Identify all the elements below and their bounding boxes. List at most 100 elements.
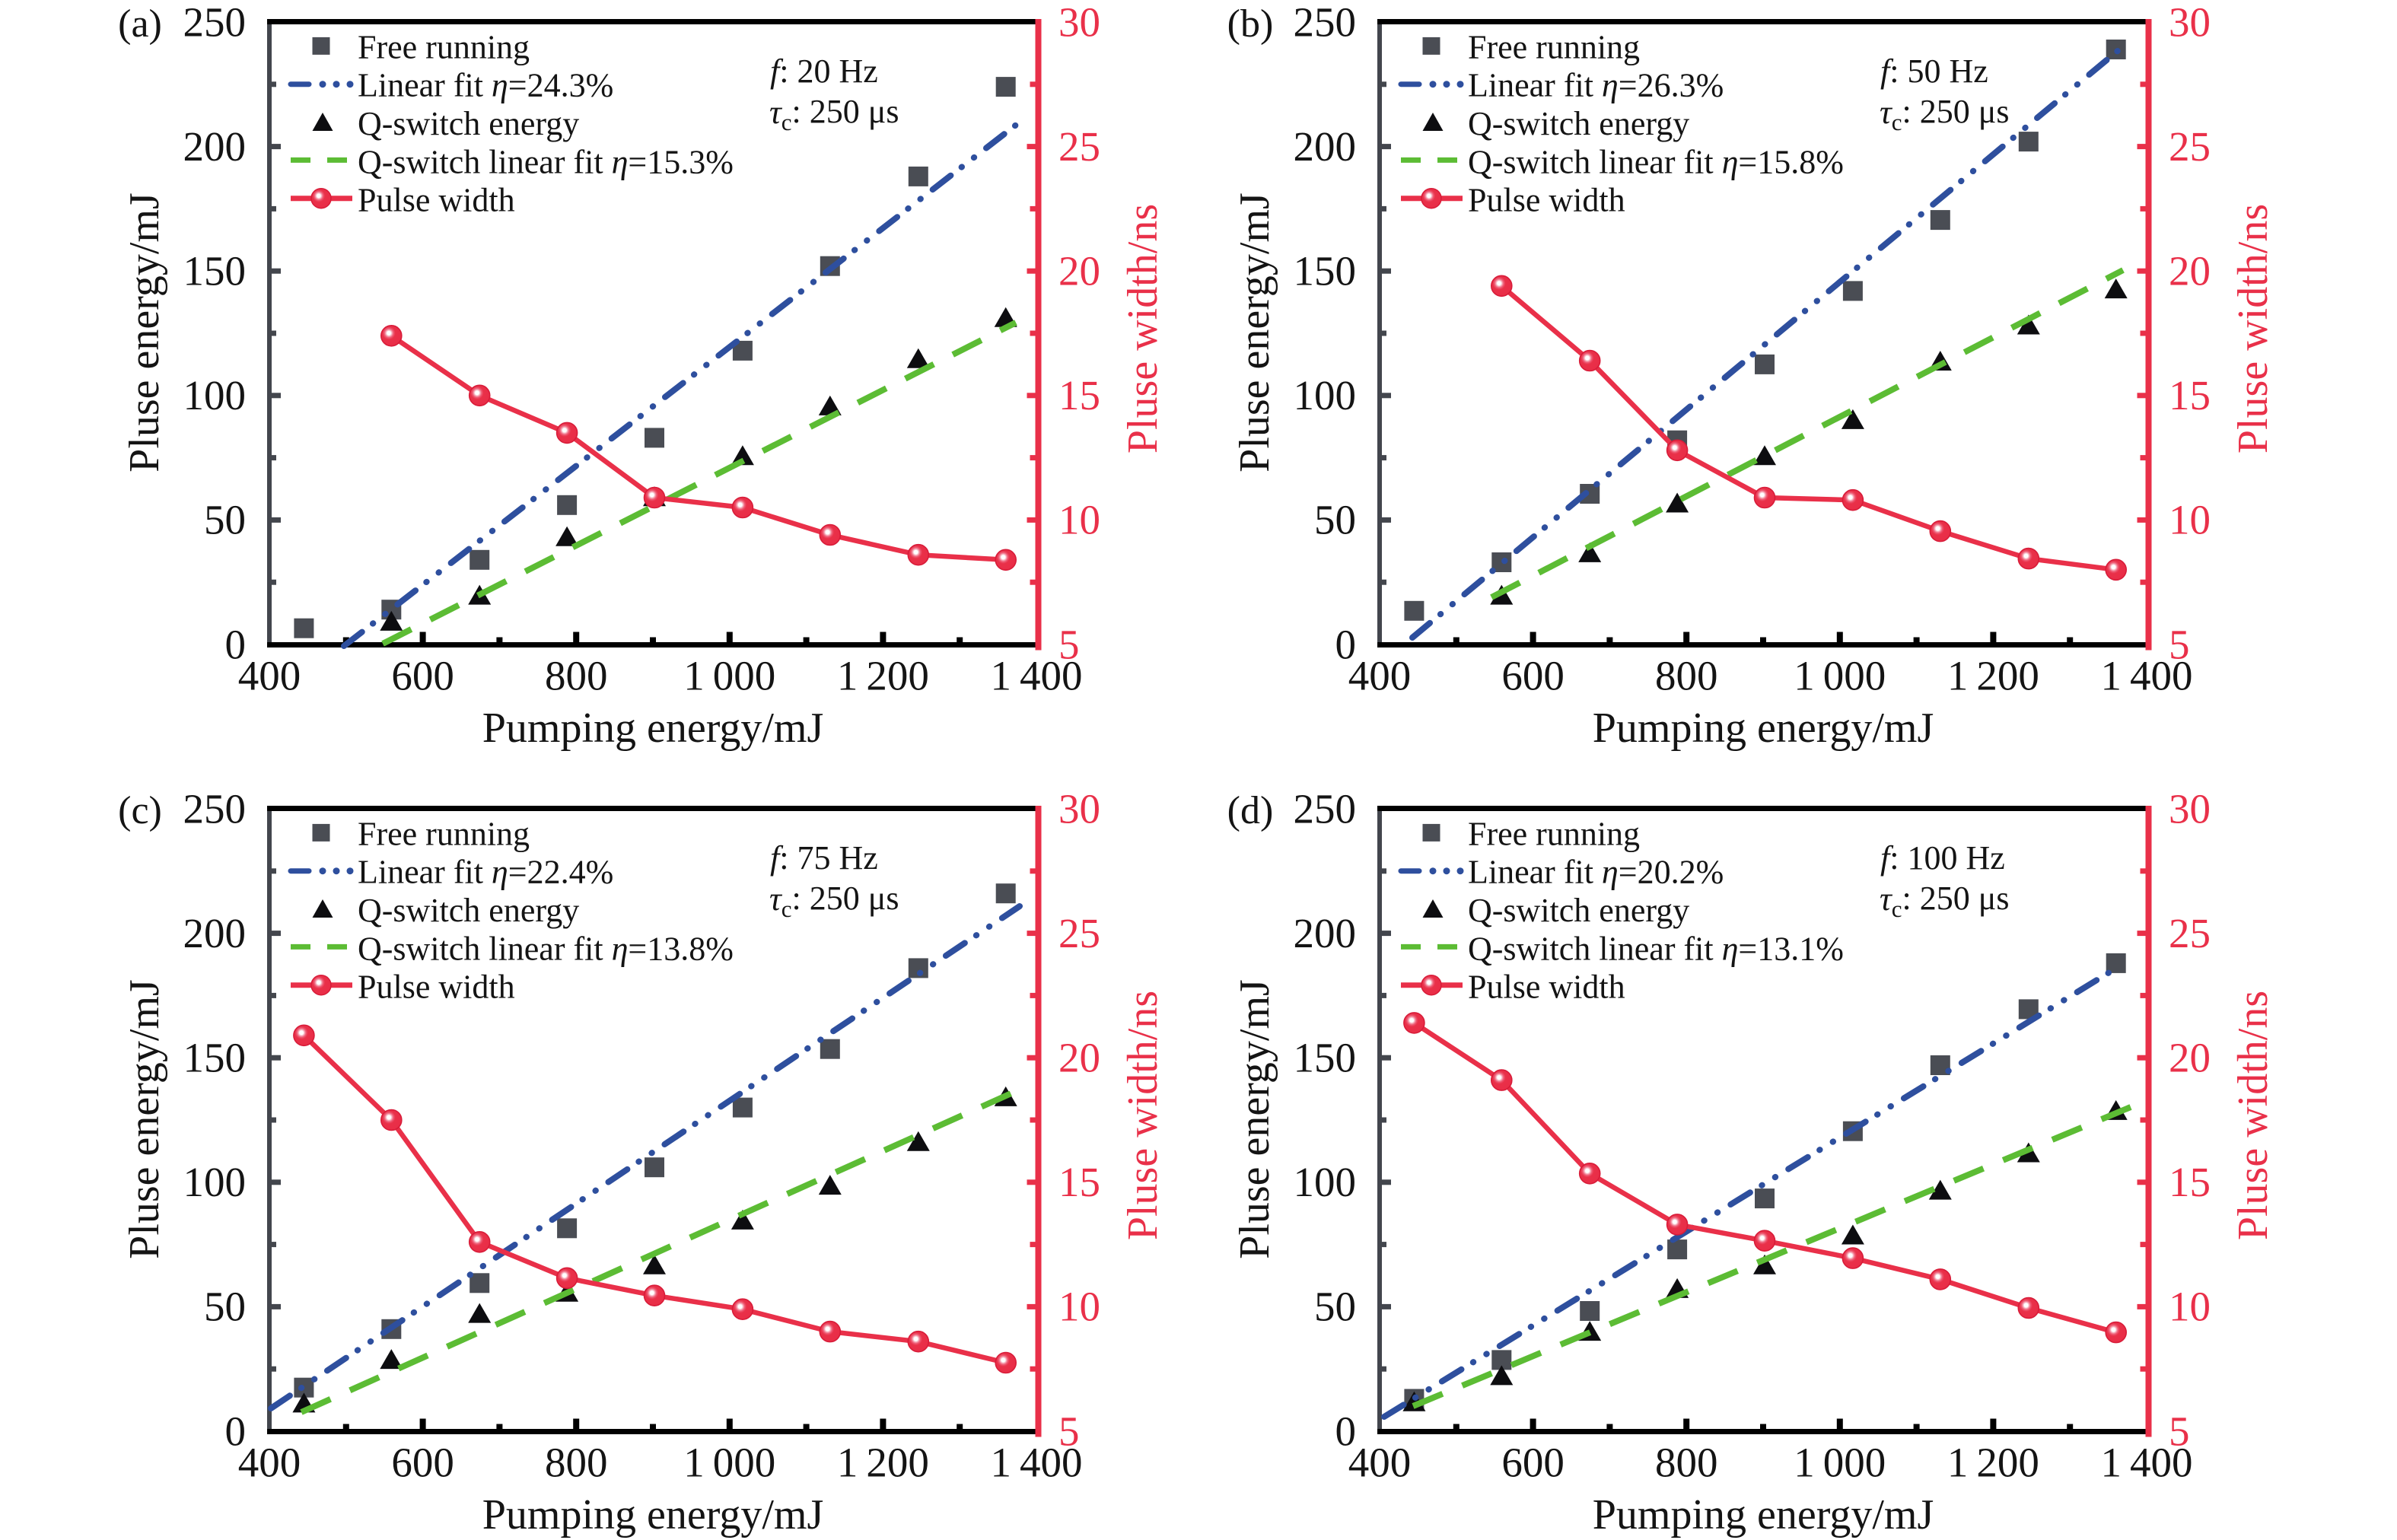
svg-text:Pulse width: Pulse width: [358, 182, 515, 219]
svg-text:τc: 250 μs: τc: 250 μs: [1880, 880, 2009, 922]
svg-text:15: 15: [2169, 1159, 2211, 1205]
svg-text:Pumping energy/mJ: Pumping energy/mJ: [482, 1491, 824, 1538]
svg-text:Pulse width: Pulse width: [358, 969, 515, 1006]
svg-text:Q-switch linear fit η=15.3%: Q-switch linear fit η=15.3%: [358, 143, 734, 180]
svg-text:400: 400: [238, 653, 301, 699]
svg-text:15: 15: [1058, 372, 1100, 418]
svg-text:Free running: Free running: [1468, 815, 1640, 852]
svg-text:Pluse width/ns: Pluse width/ns: [2230, 204, 2277, 453]
svg-text:20: 20: [2169, 248, 2211, 294]
svg-text:Pulse width: Pulse width: [1468, 182, 1625, 219]
svg-text:Pumping energy/mJ: Pumping energy/mJ: [482, 705, 824, 752]
svg-text:800: 800: [545, 1440, 608, 1486]
svg-text:1 000: 1 000: [1794, 653, 1886, 699]
svg-text:20: 20: [2169, 1035, 2211, 1081]
svg-text:5: 5: [1058, 621, 1080, 667]
svg-text:Q-switch energy: Q-switch energy: [1468, 105, 1689, 142]
svg-text:20: 20: [1058, 248, 1100, 294]
svg-text:30: 30: [2169, 0, 2211, 45]
svg-text:1 200: 1 200: [837, 1440, 929, 1486]
svg-text:Q-switch energy: Q-switch energy: [358, 892, 579, 929]
svg-text:1 400: 1 400: [990, 653, 1082, 699]
svg-text:50: 50: [1314, 497, 1356, 543]
svg-text:5: 5: [1058, 1408, 1080, 1454]
svg-text:1 000: 1 000: [1794, 1440, 1886, 1486]
svg-text:30: 30: [2169, 785, 2211, 832]
svg-text:10: 10: [2169, 497, 2211, 543]
svg-text:Pumping energy/mJ: Pumping energy/mJ: [1593, 705, 1934, 752]
svg-text:600: 600: [1501, 1440, 1565, 1486]
svg-text:10: 10: [1058, 497, 1100, 543]
svg-text:Q-switch linear fit η=15.8%: Q-switch linear fit η=15.8%: [1468, 143, 1844, 180]
svg-text:400: 400: [238, 1440, 301, 1486]
svg-text:250: 250: [183, 785, 247, 832]
svg-text:25: 25: [2169, 910, 2211, 956]
svg-text:Linear fit η=20.2%: Linear fit η=20.2%: [1468, 854, 1724, 891]
svg-text:25: 25: [1058, 123, 1100, 170]
svg-text:0: 0: [225, 621, 247, 667]
svg-text:50: 50: [204, 1284, 246, 1330]
svg-text:25: 25: [2169, 123, 2211, 170]
svg-text:10: 10: [1058, 1284, 1100, 1330]
svg-text:100: 100: [1294, 372, 1357, 418]
svg-text:1 200: 1 200: [837, 653, 929, 699]
svg-text:200: 200: [183, 123, 247, 170]
svg-text:800: 800: [1655, 653, 1718, 699]
svg-text:800: 800: [1655, 1440, 1718, 1486]
svg-text:Q-switch energy: Q-switch energy: [358, 105, 579, 142]
svg-text:5: 5: [2169, 1408, 2190, 1454]
svg-text:Q-switch energy: Q-switch energy: [1468, 892, 1689, 929]
svg-text:Pluse energy/mJ: Pluse energy/mJ: [1231, 192, 1278, 473]
svg-text:τc: 250 μs: τc: 250 μs: [769, 93, 899, 135]
svg-text:1 200: 1 200: [1947, 1440, 2039, 1486]
svg-text:1 200: 1 200: [1947, 653, 2039, 699]
svg-text:Pluse width/ns: Pluse width/ns: [1119, 991, 1167, 1240]
svg-text:Q-switch linear fit η=13.8%: Q-switch linear fit η=13.8%: [358, 930, 734, 967]
svg-text:Free running: Free running: [358, 815, 530, 852]
svg-text:Free running: Free running: [358, 28, 530, 65]
svg-text:τc: 250 μs: τc: 250 μs: [1880, 93, 2009, 135]
svg-text:100: 100: [183, 1159, 247, 1205]
svg-text:Pumping energy/mJ: Pumping energy/mJ: [1593, 1491, 1934, 1538]
svg-text:1 000: 1 000: [683, 1440, 775, 1486]
svg-text:(d): (d): [1227, 789, 1274, 832]
svg-text:Pluse width/ns: Pluse width/ns: [1119, 204, 1167, 453]
svg-text:0: 0: [225, 1408, 247, 1454]
svg-text:Pluse energy/mJ: Pluse energy/mJ: [121, 192, 168, 473]
svg-text:f: 75 Hz: f: 75 Hz: [770, 839, 878, 877]
svg-text:Linear fit η=22.4%: Linear fit η=22.4%: [358, 854, 613, 891]
svg-text:600: 600: [391, 653, 454, 699]
svg-text:1 000: 1 000: [683, 653, 775, 699]
svg-text:Pluse width/ns: Pluse width/ns: [2230, 991, 2277, 1240]
svg-text:τc: 250 μs: τc: 250 μs: [769, 880, 899, 922]
svg-text:15: 15: [2169, 372, 2211, 418]
svg-text:15: 15: [1058, 1159, 1100, 1205]
svg-text:Q-switch linear fit η=13.1%: Q-switch linear fit η=13.1%: [1468, 930, 1844, 967]
svg-text:(c): (c): [118, 789, 162, 832]
svg-text:f: 100 Hz: f: 100 Hz: [1880, 839, 2005, 877]
svg-text:200: 200: [1294, 123, 1357, 170]
svg-text:150: 150: [183, 1035, 247, 1081]
svg-text:200: 200: [183, 910, 247, 956]
svg-text:600: 600: [1501, 653, 1565, 699]
svg-text:25: 25: [1058, 910, 1100, 956]
svg-text:Pulse width: Pulse width: [1468, 969, 1625, 1006]
svg-text:f: 20 Hz: f: 20 Hz: [770, 52, 878, 90]
svg-text:Linear fit η=24.3%: Linear fit η=24.3%: [358, 67, 613, 104]
svg-text:Free running: Free running: [1468, 28, 1640, 65]
svg-text:30: 30: [1058, 0, 1100, 45]
svg-text:1 400: 1 400: [2100, 653, 2192, 699]
svg-text:200: 200: [1294, 910, 1357, 956]
svg-text:250: 250: [1294, 0, 1357, 45]
svg-text:20: 20: [1058, 1035, 1100, 1081]
svg-text:1 400: 1 400: [2100, 1440, 2192, 1486]
svg-text:400: 400: [1348, 1440, 1412, 1486]
svg-text:50: 50: [204, 497, 246, 543]
svg-text:30: 30: [1058, 785, 1100, 832]
svg-text:0: 0: [1335, 1408, 1357, 1454]
svg-text:f: 50 Hz: f: 50 Hz: [1880, 52, 1988, 90]
svg-text:150: 150: [183, 248, 247, 294]
svg-text:5: 5: [2169, 621, 2190, 667]
svg-text:100: 100: [1294, 1159, 1357, 1205]
svg-text:Pluse energy/mJ: Pluse energy/mJ: [121, 979, 168, 1259]
